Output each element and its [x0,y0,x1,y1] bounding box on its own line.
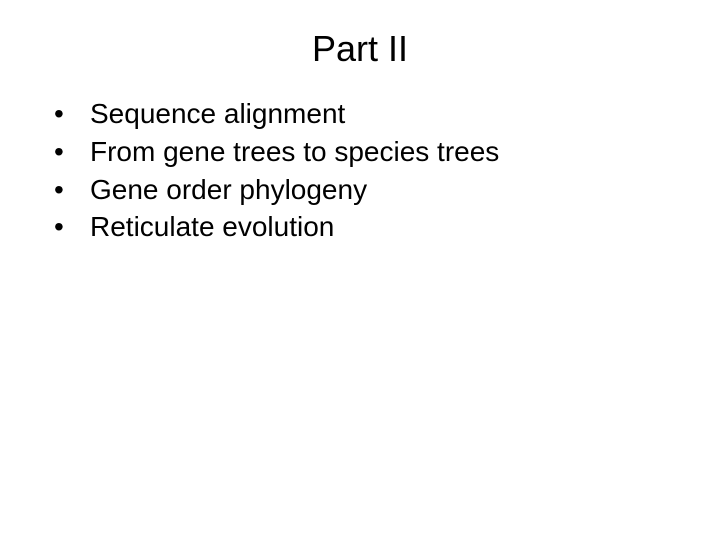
bullet-list: • Sequence alignment • From gene trees t… [0,96,720,245]
slide: Part II • Sequence alignment • From gene… [0,0,720,540]
bullet-icon: • [54,96,90,132]
slide-title: Part II [0,28,720,70]
list-item-text: From gene trees to species trees [90,134,720,170]
list-item-text: Gene order phylogeny [90,172,720,208]
list-item: • Gene order phylogeny [54,172,720,208]
list-item: • Reticulate evolution [54,209,720,245]
list-item: • Sequence alignment [54,96,720,132]
bullet-icon: • [54,172,90,208]
list-item-text: Reticulate evolution [90,209,720,245]
list-item: • From gene trees to species trees [54,134,720,170]
list-item-text: Sequence alignment [90,96,720,132]
bullet-icon: • [54,209,90,245]
bullet-icon: • [54,134,90,170]
